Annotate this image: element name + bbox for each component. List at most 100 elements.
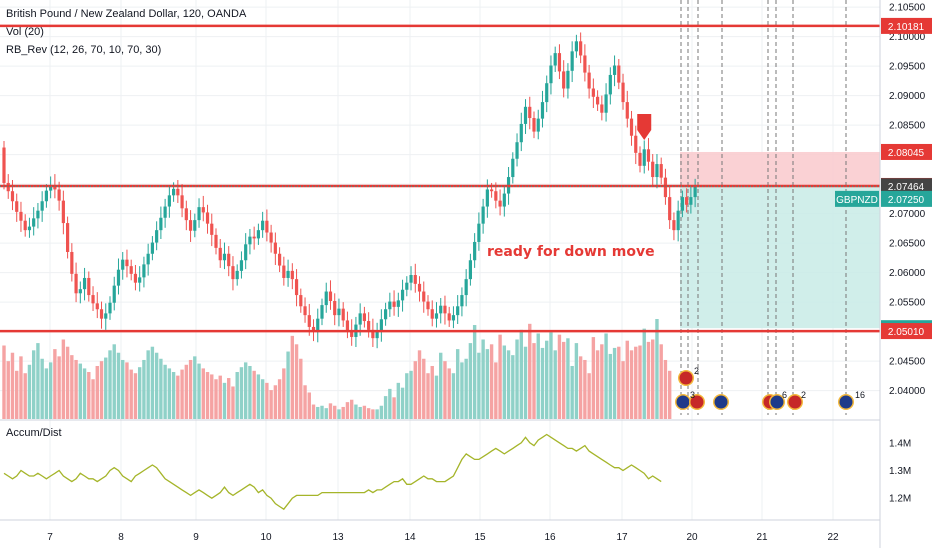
candle-body — [464, 279, 468, 296]
candle-body — [303, 306, 307, 316]
candle-body — [511, 158, 515, 178]
candle-body — [638, 152, 642, 166]
volume-bar — [621, 361, 625, 419]
candle-body — [434, 313, 439, 319]
candle-body — [286, 270, 290, 278]
candle-body — [562, 71, 566, 89]
candle-body — [74, 273, 78, 294]
volume-bar — [400, 387, 405, 419]
candle-body — [99, 309, 104, 319]
candle-body — [439, 305, 443, 314]
candle-body — [685, 197, 689, 205]
volume-bar — [2, 345, 6, 419]
volume-bar — [171, 372, 176, 419]
price-tag-label: 2.05010 — [888, 327, 925, 338]
price-tag — [881, 143, 932, 160]
volume-bar — [498, 334, 502, 419]
volume-bar — [27, 364, 32, 419]
volume-bar — [451, 373, 456, 419]
volume-bar — [142, 359, 146, 419]
candle-body — [655, 164, 659, 178]
candle-body — [193, 220, 197, 231]
y-tick-label: 2.06000 — [889, 268, 926, 279]
candle-body — [27, 226, 32, 231]
volume-bar — [354, 404, 358, 419]
candle-body — [566, 70, 570, 89]
volume-bar — [528, 323, 532, 419]
volume-bar — [70, 355, 74, 419]
y-tick-label: 2.05500 — [889, 298, 926, 309]
candle-body — [430, 309, 434, 319]
volume-bar — [150, 346, 155, 419]
volume-bar — [116, 352, 121, 419]
zone-target — [680, 185, 880, 329]
flag-icon — [714, 395, 728, 409]
volume-bar — [40, 358, 44, 419]
price-tag — [881, 178, 932, 195]
price-tag — [881, 190, 932, 207]
volume-bar — [176, 375, 180, 419]
y-tick-label: 2.10500 — [889, 3, 926, 14]
volume-bar — [617, 346, 621, 419]
candle-body — [269, 232, 273, 243]
volume-bar — [227, 378, 231, 419]
candle-body — [138, 277, 142, 283]
volume-bar — [333, 405, 337, 419]
ad-y-tick-label: 1.3M — [889, 466, 911, 477]
volume-bar — [464, 358, 468, 419]
volume-bar — [104, 357, 108, 419]
candle-body — [345, 320, 350, 331]
candle-body — [668, 197, 672, 221]
volume-bar — [6, 361, 10, 419]
candle-body — [167, 195, 171, 207]
candle-body — [625, 102, 629, 119]
candle-body — [473, 241, 477, 261]
candle-body — [651, 161, 655, 178]
candle-body — [2, 147, 6, 183]
volume-bar — [23, 373, 27, 419]
volume-bar — [154, 352, 159, 419]
candle-body — [104, 313, 108, 319]
x-tick-label: 13 — [332, 532, 344, 543]
candle-body — [133, 273, 138, 283]
volume-bar — [566, 338, 570, 419]
ad-y-tick-label: 1.4M — [889, 438, 911, 449]
candle-body — [172, 188, 176, 196]
candle-body — [659, 164, 663, 178]
candle-body — [57, 189, 61, 201]
candle-body — [146, 253, 150, 265]
volume-bar — [74, 359, 78, 419]
candle-body — [443, 305, 447, 314]
annotation-text: ready for down move — [487, 244, 655, 260]
volume-bar — [455, 349, 460, 419]
candle-body — [519, 123, 523, 143]
candle-body — [417, 283, 422, 292]
candle-body — [23, 220, 27, 231]
candle-body — [87, 277, 91, 296]
candle-body — [413, 275, 417, 284]
candle-body — [248, 236, 252, 245]
volume-bar — [447, 368, 451, 419]
candle-body — [328, 291, 333, 301]
volume-bar — [294, 344, 299, 419]
candle-body — [252, 236, 256, 239]
volume-bar — [222, 382, 227, 419]
volume-bar — [78, 363, 83, 419]
volume-bar — [561, 341, 566, 419]
volume-bar — [578, 356, 583, 419]
candle-body — [95, 303, 99, 310]
y-tick-label: 2.09000 — [889, 91, 926, 102]
volume-bar — [184, 364, 189, 419]
candle-body — [490, 189, 494, 192]
volume-bar — [434, 375, 439, 419]
volume-bar — [587, 373, 591, 419]
volume-bar — [341, 406, 345, 419]
volume-bar — [273, 385, 278, 419]
candle-body — [53, 185, 57, 190]
volume-bar — [536, 333, 540, 419]
volume-bar — [265, 382, 269, 419]
volume-bar — [61, 339, 66, 419]
candle-body — [235, 270, 239, 280]
event-count-label: 3 — [690, 390, 695, 400]
